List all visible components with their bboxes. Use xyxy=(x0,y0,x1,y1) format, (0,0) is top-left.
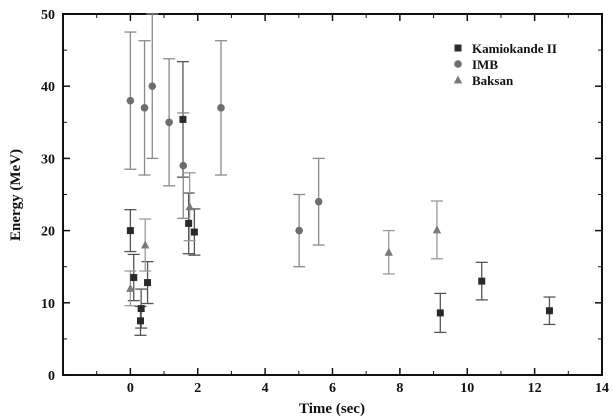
baksan-point xyxy=(432,225,442,234)
baksan-point xyxy=(140,240,150,249)
imb-point xyxy=(314,197,323,206)
y-tick-label: 20 xyxy=(41,225,55,240)
y-tick-label: 50 xyxy=(41,8,55,23)
kamiokande-ii-point xyxy=(136,317,144,325)
baksan-point xyxy=(126,283,135,292)
imb-point xyxy=(217,104,225,112)
kamiokande-ii-point xyxy=(144,279,152,287)
y-axis-label: Energy (MeV) xyxy=(8,149,24,241)
y-tick-label: 40 xyxy=(41,80,55,95)
kamiokande-ii-point xyxy=(185,219,193,227)
baksan-point xyxy=(384,247,393,256)
x-tick-label: 6 xyxy=(329,381,336,396)
x-tick-label: 10 xyxy=(460,381,474,396)
imb-point xyxy=(295,226,303,235)
x-tick-label: 0 xyxy=(127,381,134,396)
imb-point xyxy=(165,118,173,127)
kamiokande-ii-point xyxy=(130,274,138,282)
y-tick-label: 30 xyxy=(41,152,55,167)
x-tick-label: 12 xyxy=(528,381,542,396)
kamiokande-ii-point xyxy=(137,305,145,313)
legend-label-kamiokande-ii: Kamiokande II xyxy=(472,41,557,56)
y-tick-label: 0 xyxy=(48,369,55,384)
imb-point xyxy=(148,82,157,90)
y-tick-label: 10 xyxy=(41,297,55,312)
axis-ticks: 0 2 4 6 8 10 12 14 0 10 20 30 40 50 xyxy=(41,8,609,396)
legend-label-imb: IMB xyxy=(472,57,498,72)
imb-point xyxy=(140,104,149,112)
legend-marker-imb xyxy=(454,60,462,68)
x-tick-label: 2 xyxy=(194,381,201,396)
x-tick-label: 14 xyxy=(595,381,609,396)
kamiokande-ii-point xyxy=(478,277,486,285)
kamiokande-ii-point xyxy=(190,228,198,236)
legend-marker-baksan xyxy=(453,75,463,84)
kamiokande-ii-point xyxy=(126,227,134,235)
legend-label-baksan: Baksan xyxy=(472,73,514,88)
x-tick-label: 4 xyxy=(262,381,269,396)
imb-point xyxy=(126,96,135,105)
x-tick-label: 8 xyxy=(396,381,403,396)
imb-point xyxy=(179,161,188,170)
x-axis-label: Time (sec) xyxy=(299,401,365,417)
data-markers xyxy=(126,82,553,325)
baksan-point xyxy=(185,202,194,211)
kamiokande-ii-point xyxy=(179,115,187,123)
legend-marker-kamiokande-ii xyxy=(454,44,462,52)
kamiokande-ii-point xyxy=(436,309,444,317)
kamiokande-ii-point xyxy=(545,307,553,315)
